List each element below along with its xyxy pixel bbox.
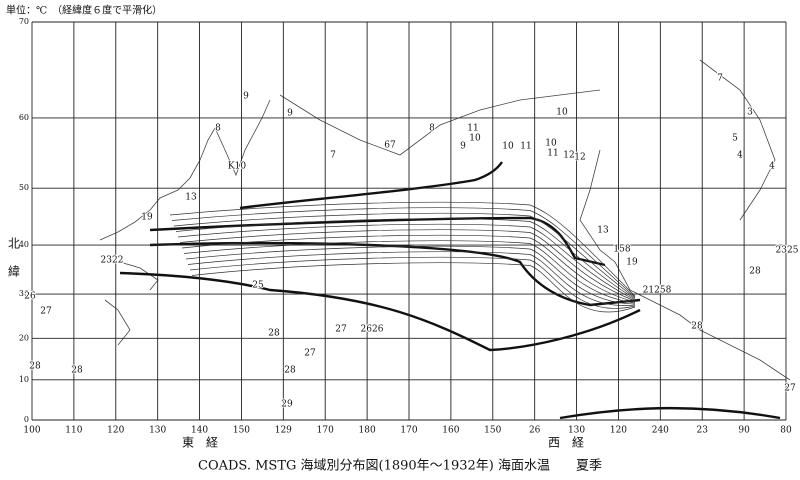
contour-label: 4	[769, 162, 775, 172]
contour-label: 2325	[776, 246, 799, 256]
contour-label: 27	[784, 384, 796, 394]
contour-label: 28	[749, 267, 761, 277]
contour-label: 21258	[643, 286, 672, 296]
contour-label: 8	[429, 124, 435, 134]
x-tick-label: 130	[149, 426, 166, 436]
y-tick-label: 0	[24, 415, 29, 424]
x-tick-label: 240	[652, 426, 669, 436]
x-tick-label: 129	[275, 426, 292, 436]
contour-line	[149, 241, 641, 307]
contour-label: 10	[545, 139, 557, 149]
north-label: 北	[8, 237, 20, 251]
contour-label: 28	[268, 329, 280, 339]
x-tick-label: 23	[696, 426, 708, 436]
contour-label: 27	[335, 325, 347, 335]
contour-thin	[171, 207, 636, 298]
coast-east	[699, 59, 776, 221]
x-tick-label: 140	[191, 426, 208, 436]
contour-label: 19	[626, 258, 638, 268]
x-tick-label: 110	[65, 426, 82, 436]
contour-label: 9	[460, 142, 466, 152]
contour-label: 7	[330, 151, 336, 161]
contour-thin	[169, 201, 636, 297]
x-tick-label: 170	[400, 426, 417, 436]
contour-thin	[185, 245, 636, 305]
x-tick-label: 26	[529, 426, 541, 436]
contour-thin	[173, 212, 636, 299]
contour-label: 28	[29, 362, 41, 372]
caption: COADS. MSTG 海域別分布図(1890年～1932年) 海面水温 夏季	[198, 459, 602, 474]
contour-label: 28	[691, 322, 703, 332]
contour-thin	[177, 223, 636, 301]
contour-label: 28	[284, 366, 296, 376]
contour-label: 11	[520, 142, 531, 152]
x-tick-label: 100	[23, 426, 40, 436]
x-tick-label: 180	[359, 426, 376, 436]
contour-label: 19	[141, 213, 153, 223]
contour-line	[119, 271, 641, 352]
contour-label: 13	[597, 226, 609, 236]
y-tick-label: 70	[19, 17, 29, 26]
contour-thin	[187, 251, 636, 306]
contour-thin	[181, 234, 636, 303]
contour-thin	[175, 218, 636, 300]
contour-label: 11	[547, 149, 558, 159]
x-tick-label: 90	[738, 426, 750, 436]
contour-label: 10	[556, 108, 568, 118]
contour-label: 2626	[361, 325, 384, 335]
x-tick-label: 80	[780, 426, 792, 436]
y-tick-label: 50	[19, 183, 29, 192]
contour-label: 2322	[101, 256, 124, 266]
contour-label: 10	[469, 134, 481, 144]
y-tick-label: 60	[19, 113, 29, 122]
contour-label: 25	[252, 281, 264, 291]
contour-label: 10	[502, 142, 514, 152]
y-tick-label: 40	[19, 240, 29, 249]
x-tick-label: 130	[568, 426, 585, 436]
contour-label: 67	[384, 141, 396, 151]
x-tick-label: 150	[484, 426, 501, 436]
contour-label: 7	[717, 74, 723, 84]
contour-label: 13	[185, 193, 197, 203]
y-tick-label: 30	[19, 289, 29, 298]
contour-label: 28	[71, 366, 83, 376]
west-label: 西 経	[548, 436, 584, 450]
contour-label: 8	[215, 124, 221, 134]
contour-label: 12	[563, 151, 574, 161]
contour-label: 4	[737, 151, 743, 161]
contour-label: 29	[281, 400, 293, 410]
contour-label: K10	[228, 162, 246, 172]
contour-line	[559, 406, 781, 420]
contour-thin	[183, 240, 636, 304]
contour-label: 11	[467, 124, 478, 134]
contour-thin	[191, 262, 636, 313]
coast-america	[579, 149, 791, 381]
contour-label: 26	[24, 292, 36, 302]
contours	[119, 161, 781, 420]
contour-label: 27	[40, 307, 52, 317]
contour-label: 3	[747, 108, 753, 118]
contour-line	[239, 161, 503, 210]
east-label: 東 経	[182, 436, 218, 450]
x-tick-label: 150	[233, 426, 250, 436]
contour-label: 27	[304, 349, 316, 359]
y-tick-label: 10	[19, 375, 29, 384]
contour-label: 9	[243, 92, 249, 102]
x-tick-label: 160	[442, 426, 459, 436]
unit-note: 単位：℃ （経緯度６度で平滑化）	[6, 4, 162, 17]
y-tick-label: 20	[19, 333, 29, 342]
contour-thin	[179, 229, 636, 302]
contour-label: 9	[287, 109, 293, 119]
contour-thin	[189, 256, 636, 309]
x-tick-label: 120	[610, 426, 627, 436]
contour-label: 12	[574, 153, 585, 163]
contour-label: 158	[613, 245, 630, 255]
coast-alaska	[279, 89, 601, 156]
north-label: 緯	[8, 264, 20, 279]
contour-label: 5	[732, 134, 738, 144]
x-tick-label: 170	[317, 426, 334, 436]
x-tick-label: 120	[107, 426, 124, 436]
